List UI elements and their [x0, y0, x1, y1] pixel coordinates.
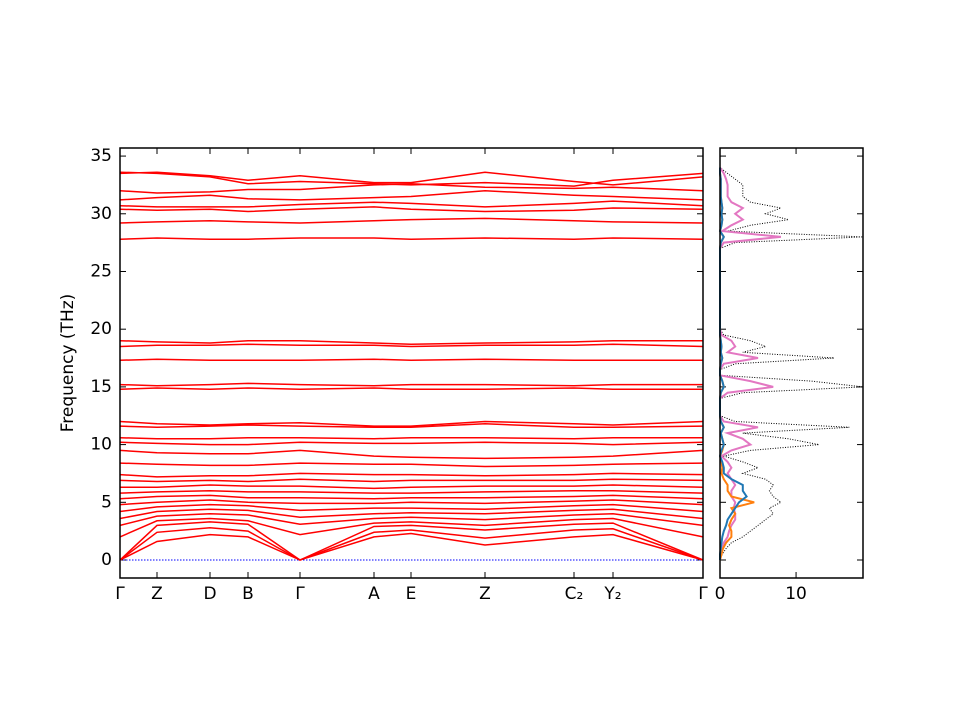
band: [119, 462, 704, 468]
axes-frame: [719, 147, 864, 579]
y-tick-label: 35: [90, 146, 112, 166]
x-tick-label: C₂: [565, 584, 584, 604]
y-tick-label: 0: [101, 550, 112, 570]
y-tick-label: 25: [90, 261, 112, 281]
band: [119, 189, 704, 201]
band: [119, 508, 704, 520]
band: [119, 478, 704, 483]
band: [119, 183, 704, 194]
band: [119, 441, 704, 446]
x-tick-label: Γ: [698, 584, 708, 604]
band: [119, 532, 704, 561]
band: [119, 237, 704, 240]
y-axis-label: Frequency (THz): [58, 294, 78, 433]
band: [119, 382, 703, 387]
x-tick-label: E: [406, 584, 417, 604]
band: [119, 171, 704, 186]
band: [119, 343, 704, 348]
x-tick-label: Γ: [295, 584, 305, 604]
x-tick-label: B: [242, 584, 254, 604]
x-tick-label: 10: [785, 584, 807, 604]
band: [120, 484, 704, 490]
band: [119, 217, 704, 224]
band: [119, 423, 704, 429]
band: [119, 494, 704, 500]
y-tick-label: 10: [90, 435, 112, 455]
band: [119, 387, 703, 390]
dos-curve: [719, 167, 781, 561]
band: [119, 521, 704, 561]
dos-curve: [718, 167, 748, 560]
band: [119, 526, 704, 561]
band: [119, 339, 703, 345]
y-tick-label: 15: [90, 377, 112, 397]
band: [119, 206, 704, 213]
y-tick-label: 20: [90, 319, 112, 339]
band: [119, 499, 704, 506]
band: [119, 449, 704, 460]
x-tick-label: Z: [479, 584, 491, 604]
band: [119, 503, 704, 513]
y-tick-label: 30: [90, 204, 112, 224]
x-tick-label: 0: [715, 584, 726, 604]
band: [119, 513, 704, 527]
band: [119, 358, 703, 362]
band: [119, 490, 704, 494]
x-tick-label: Z: [151, 584, 163, 604]
band: [119, 517, 704, 538]
x-tick-label: D: [203, 584, 216, 604]
band: [119, 420, 704, 427]
band: [119, 472, 704, 478]
band: [119, 171, 704, 187]
x-tick-label: Γ: [115, 584, 125, 604]
band: [119, 436, 703, 440]
y-tick-label: 5: [101, 492, 112, 512]
axes-frame: [119, 147, 704, 579]
band: [119, 200, 704, 208]
x-tick-label: Y₂: [603, 584, 621, 604]
x-tick-label: A: [368, 584, 380, 604]
